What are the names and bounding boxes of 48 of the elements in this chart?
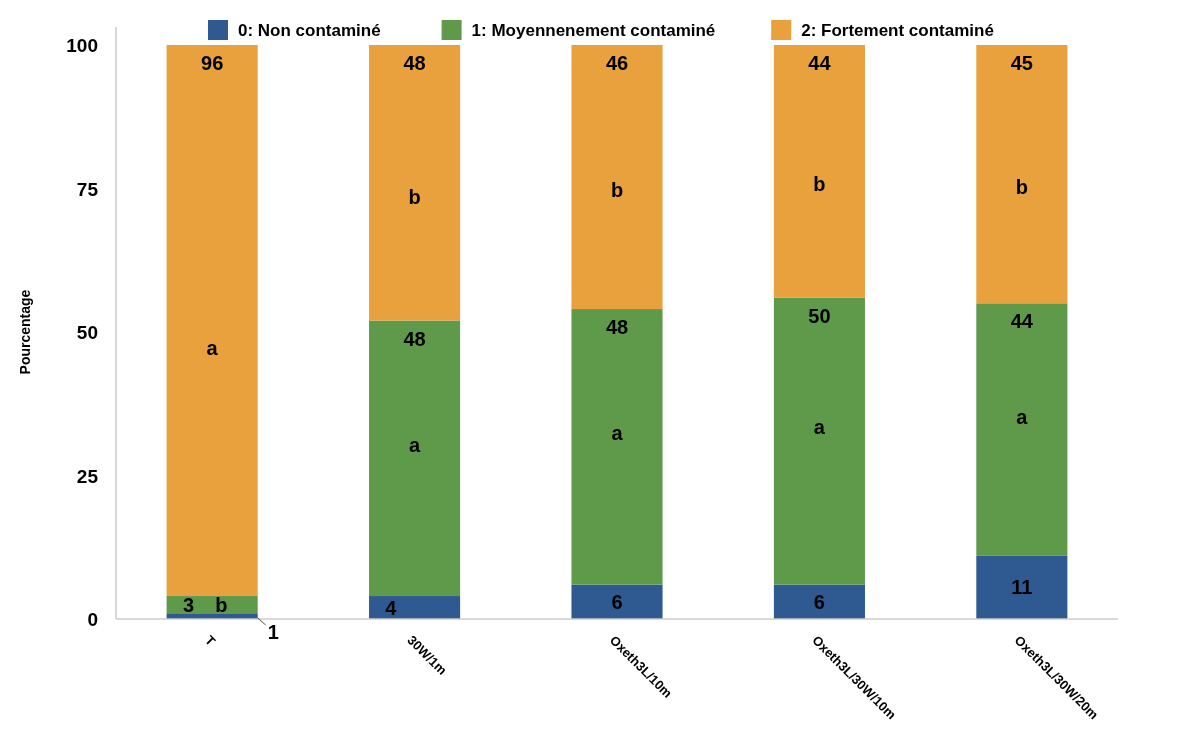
legend-label: 2: Fortement contaminé [801,21,994,40]
data-label: 6 [813,590,825,613]
bar [369,320,461,597]
data-label: 48 [403,52,426,74]
y-axis-title: Pourcentage [17,289,33,375]
annotation: a [409,433,422,456]
bar [976,45,1068,304]
data-label: 46 [605,52,629,74]
bar [369,596,461,619]
bar [369,45,461,321]
y-tick-label: 75 [76,178,99,200]
data-label: 50 [808,304,831,327]
annotation: b [610,179,624,202]
data-label: 4 [385,596,398,619]
y-tick-label: 25 [76,465,99,487]
y-tick-label: 100 [66,35,98,56]
annotation: b [408,185,421,208]
y-tick-label: 0 [87,609,98,630]
legend-label: 0: Non contaminé [238,21,381,40]
annotation: b [813,172,826,195]
bar [773,584,865,619]
bar [571,45,663,310]
data-label: 48 [403,327,426,350]
bar [571,309,663,585]
data-label: 6 [611,590,623,613]
annotation: a [1016,405,1029,428]
data-label: 3 [182,593,195,616]
bar [976,555,1068,619]
data-label: 48 [605,316,629,339]
bar [571,584,663,619]
bar [976,303,1068,556]
data-label: 44 [1010,310,1034,333]
data-label: 44 [808,52,832,74]
annotation: b [1015,176,1028,199]
y-tick-label: 50 [76,322,98,343]
x-tick-label: T [202,632,219,649]
bar [773,45,865,298]
data-label: 96 [201,52,224,74]
bar [166,45,258,597]
data-label: 11 [1011,576,1033,599]
data-label: 1 [267,621,279,643]
annotation: b [215,593,228,616]
legend-label: 1: Moyennenement contaminé [471,21,716,40]
annotation: a [206,337,219,360]
annotation: a [813,415,826,438]
data-label: 45 [1010,52,1033,74]
annotation: a [611,422,624,445]
bar [773,297,865,585]
